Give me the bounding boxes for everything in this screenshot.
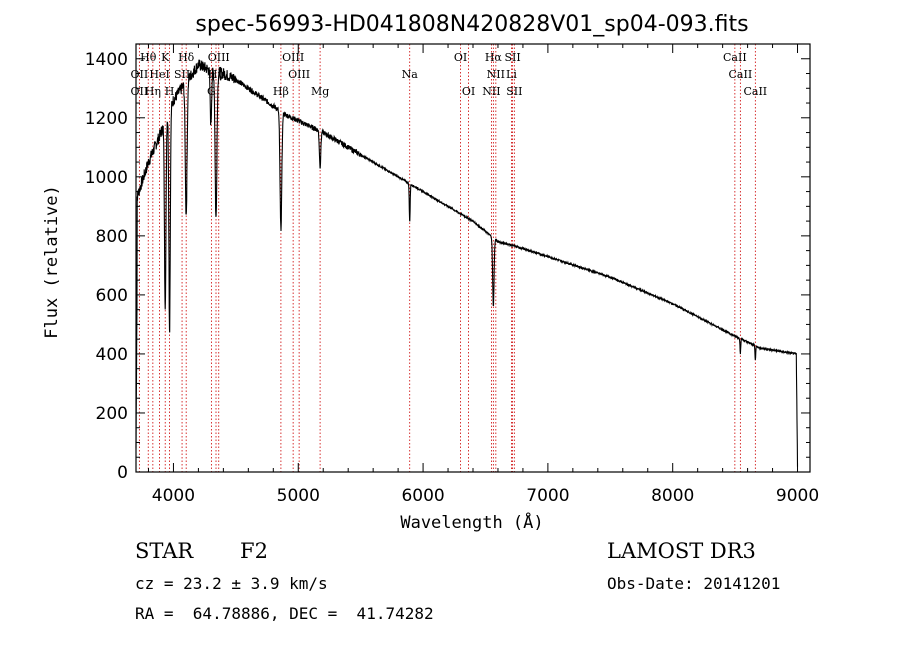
spectral-line-label: OII bbox=[131, 68, 149, 81]
spectral-line-label: CaII bbox=[743, 85, 767, 98]
spectral-line-label: Hθ bbox=[140, 51, 157, 64]
y-tick-label: 1400 bbox=[85, 50, 128, 70]
x-tick-label: 9000 bbox=[776, 486, 819, 506]
y-tick-label: 200 bbox=[96, 404, 128, 424]
spectral-line-label: OI bbox=[462, 85, 475, 98]
spectral-line-label: OIII bbox=[288, 68, 310, 81]
spectral-line-label: OII bbox=[131, 85, 149, 98]
spectral-line-label: Mg bbox=[311, 85, 329, 98]
y-tick-label: 1200 bbox=[85, 109, 128, 129]
x-axis-label: Wavelength (Å) bbox=[400, 511, 543, 533]
marker-lines bbox=[138, 44, 756, 472]
spectrum-line bbox=[135, 59, 799, 467]
y-tick-label: 800 bbox=[96, 227, 128, 247]
y-tick-label: 600 bbox=[96, 286, 128, 306]
spectrum-chart: spec-56993-HD041808N420828V01_sp04-093.f… bbox=[42, 12, 819, 533]
survey-name: LAMOST DR3 bbox=[607, 539, 756, 563]
spectral-line-label: H bbox=[165, 85, 175, 98]
spectral-line-label: Hβ bbox=[273, 85, 289, 98]
spectral-line-label: OI bbox=[454, 51, 467, 64]
object-type: STAR bbox=[135, 539, 194, 563]
y-tick-label: 1000 bbox=[85, 168, 128, 188]
x-axis-ticks: 4000 5000 6000 7000 8000 9000 bbox=[147, 44, 819, 506]
spectral-line-label: NII bbox=[487, 68, 505, 81]
spectral-line-label: HeI bbox=[149, 68, 169, 81]
plot-frame bbox=[135, 43, 811, 473]
y-tick-label: 400 bbox=[96, 345, 128, 365]
chart-title: spec-56993-HD041808N420828V01_sp04-093.f… bbox=[195, 12, 748, 37]
spectral-line-label: K bbox=[161, 51, 170, 64]
spectral-line-label: Hη bbox=[145, 85, 161, 98]
x-tick-label: 7000 bbox=[526, 486, 569, 506]
observation-date: Obs-Date: 20141201 bbox=[607, 574, 781, 593]
spectral-line-label: OIII bbox=[282, 51, 304, 64]
x-tick-label: 8000 bbox=[651, 486, 694, 506]
x-tick-label: 5000 bbox=[277, 486, 320, 506]
spectral-line-label: CaII bbox=[723, 51, 747, 64]
spectral-line-label: Hα bbox=[485, 51, 503, 64]
y-tick-label: 0 bbox=[117, 463, 128, 483]
spectral-line-label: OIII bbox=[208, 51, 230, 64]
spectral-line-label: SII bbox=[504, 51, 520, 64]
spectral-line-label: NII bbox=[482, 85, 500, 98]
spectral-line-label: Li bbox=[506, 68, 517, 81]
spectral-line-label: SII bbox=[506, 85, 522, 98]
spectral-line-label: Hδ bbox=[178, 51, 195, 64]
spectral-line-label: Na bbox=[402, 68, 419, 81]
spectral-line-label: CaII bbox=[729, 68, 753, 81]
spectral-line-label: G bbox=[207, 85, 216, 98]
coordinates: RA = 64.78886, DEC = 41.74282 bbox=[135, 604, 434, 623]
redshift-velocity: cz = 23.2 ± 3.9 km/s bbox=[135, 574, 328, 593]
y-axis-label: Flux (relative) bbox=[42, 185, 62, 339]
x-tick-label: 6000 bbox=[401, 486, 444, 506]
x-tick-label: 4000 bbox=[152, 486, 195, 506]
spectral-line-label: SII bbox=[174, 68, 190, 81]
y-axis-ticks: 0 200 400 600 800 1000 1200 1400 bbox=[85, 50, 810, 483]
spectral-subclass: F2 bbox=[240, 539, 268, 563]
